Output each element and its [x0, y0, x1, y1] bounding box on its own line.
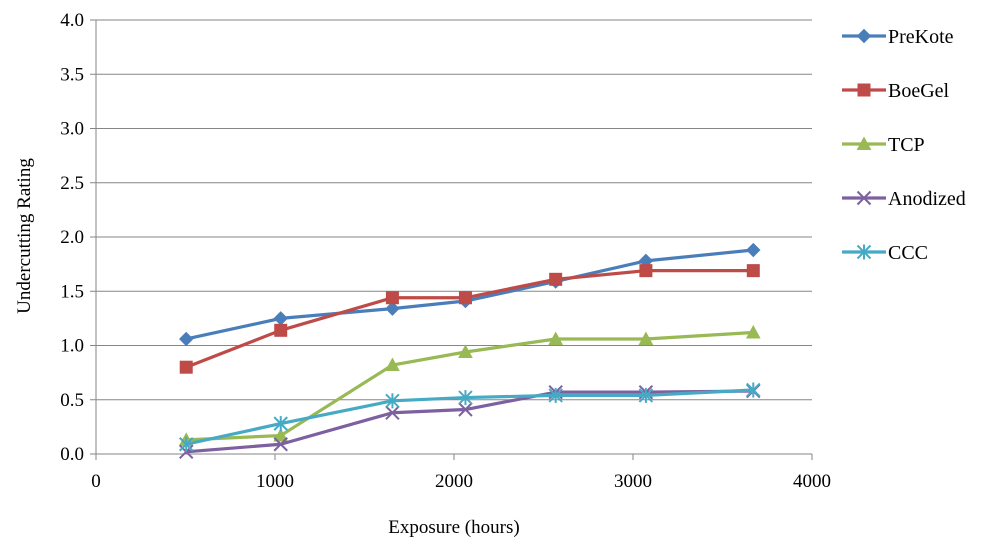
data-point-boegel	[549, 272, 563, 286]
x-tick-label: 4000	[793, 471, 831, 492]
gridlines	[96, 19, 812, 401]
y-tick-label: 3.5	[60, 64, 84, 85]
data-point-prekote	[273, 311, 288, 326]
data-point-ccc	[638, 387, 654, 403]
y-axis-title: Undercutting Rating	[14, 158, 35, 314]
legend: PreKote BoeGel TCP Anodized CCC	[842, 26, 966, 264]
legend-item-tcp: TCP	[842, 134, 925, 156]
data-point-prekote	[385, 301, 400, 316]
data-point-boegel	[458, 291, 472, 305]
data-point-anodized	[458, 402, 473, 417]
series-ccc	[179, 382, 761, 452]
data-point-ccc	[746, 382, 761, 398]
data-point-anodized	[385, 405, 400, 420]
legend-marker	[856, 28, 872, 44]
legend-marker	[856, 190, 872, 206]
data-point-ccc	[273, 416, 288, 432]
legend-marker	[857, 83, 871, 97]
series-tcp	[178, 324, 761, 446]
axes: 0.0 0.5 1.0 1.5 2.0 2.5 3.0 3.5 4.0 0 1000 2000 3000…	[60, 10, 831, 492]
marker-stroke	[385, 405, 400, 420]
legend-label: BoeGel	[888, 80, 950, 102]
y-tick-label: 0.0	[60, 444, 84, 465]
legend-item-ccc: CCC	[842, 242, 928, 264]
data-point-tcp	[458, 344, 473, 359]
marker-stroke	[856, 190, 872, 206]
data-point-tcp	[273, 428, 289, 442]
data-point-boegel	[746, 264, 760, 278]
legend-marker	[856, 136, 872, 150]
y-tick-label: 3.0	[60, 119, 84, 140]
x-axis-title: Exposure (hours)	[388, 517, 519, 538]
marker-stroke	[273, 437, 288, 452]
data-point-ccc	[548, 387, 563, 403]
data-point-boegel	[274, 323, 288, 337]
data-point-ccc	[458, 390, 473, 406]
x-tick-label: 2000	[435, 471, 473, 492]
data-point-prekote	[746, 242, 761, 258]
data-point-tcp	[385, 357, 400, 372]
marker-stroke	[458, 402, 473, 417]
data-point-tcp	[548, 331, 564, 345]
y-tick-label: 2.5	[60, 173, 84, 194]
data-point-prekote	[179, 331, 194, 347]
y-tick-label: 2.0	[60, 227, 84, 248]
x-tick-label: 3000	[614, 471, 652, 492]
series-line-tcp	[186, 330, 754, 442]
data-point-tcp	[745, 324, 761, 339]
data-series	[178, 242, 761, 460]
y-tick-label: 1.0	[60, 336, 84, 357]
y-tick-label: 4.0	[60, 10, 84, 31]
y-tick-label: 0.5	[60, 390, 84, 411]
legend-label: Anodized	[888, 188, 966, 210]
legend-label: TCP	[888, 134, 925, 156]
data-point-boegel	[385, 291, 399, 305]
data-point-ccc	[385, 393, 400, 409]
series-boegel	[179, 264, 760, 374]
legend-item-anodized: Anodized	[842, 188, 966, 210]
legend-label: CCC	[888, 242, 928, 264]
data-point-tcp	[638, 331, 654, 345]
legend-item-boegel: BoeGel	[842, 80, 950, 102]
data-point-ccc	[179, 436, 194, 452]
data-point-anodized	[273, 437, 288, 452]
legend-marker	[856, 244, 872, 260]
x-tick-label: 0	[91, 471, 101, 492]
legend-item-prekote: PreKote	[842, 26, 954, 48]
x-tick-label: 1000	[256, 471, 294, 492]
legend-label: PreKote	[888, 26, 954, 48]
y-tick-label: 1.5	[60, 281, 84, 302]
data-point-boegel	[179, 360, 193, 374]
data-point-boegel	[639, 264, 653, 278]
